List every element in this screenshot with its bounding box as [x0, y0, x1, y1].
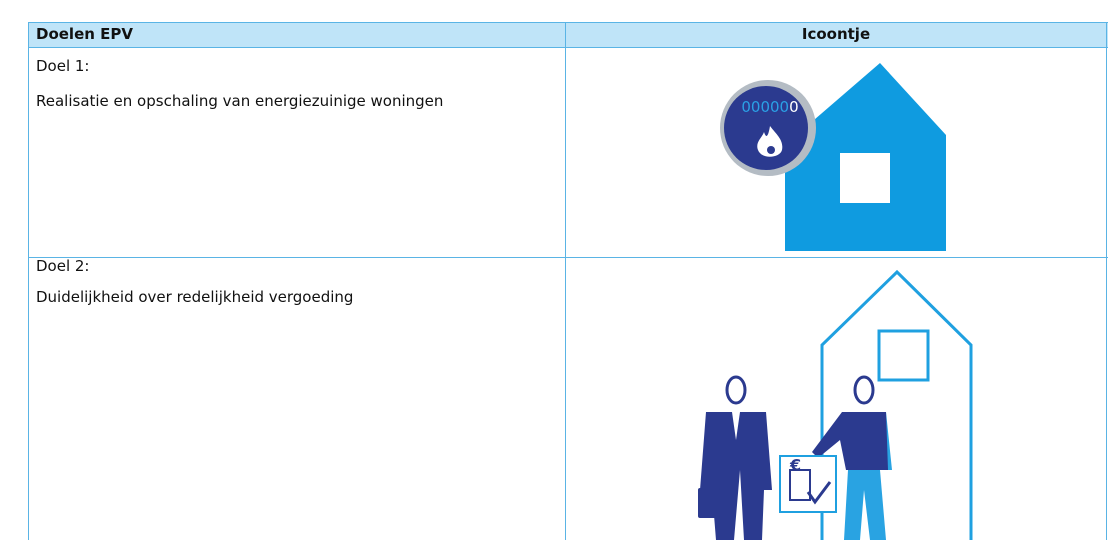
meter-digit: 0: [789, 98, 799, 116]
border: [28, 22, 29, 540]
border: [1106, 22, 1107, 540]
header-background: [28, 23, 1108, 47]
border: [28, 22, 1108, 23]
header-cell: Icoontje: [801, 25, 871, 43]
people-icon: €: [698, 269, 973, 540]
svg-text:000000: 000000: [741, 98, 798, 116]
currency-symbol: €: [789, 456, 801, 475]
border: [28, 47, 1108, 48]
goal-description: Duidelijkheid over redelijkheid vergoedi…: [36, 288, 354, 306]
border: [565, 22, 566, 540]
goal-label: Doel 2:: [36, 257, 90, 275]
header-cell: Doelen EPV: [36, 25, 133, 43]
meter-digits: 00000: [741, 98, 789, 116]
house-icon: 000000: [720, 63, 946, 251]
goal-description: Realisatie en opschaling van energiezuin…: [36, 92, 444, 110]
goal-label: Doel 1:: [36, 57, 90, 75]
border: [28, 257, 1108, 258]
